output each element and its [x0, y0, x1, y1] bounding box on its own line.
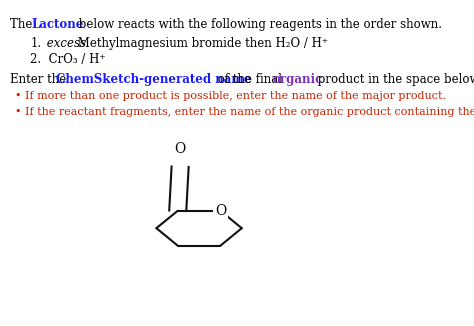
Text: • If more than one product is possible, enter the name of the major product.: • If more than one product is possible, …	[15, 91, 446, 101]
Text: ChemSketch-generated name: ChemSketch-generated name	[56, 73, 252, 86]
Text: The: The	[10, 18, 36, 31]
Text: Lactone: Lactone	[31, 18, 83, 31]
Text: below reacts with the following reagents in the order shown.: below reacts with the following reagents…	[75, 18, 442, 31]
Text: 2.  CrO₃ / H⁺: 2. CrO₃ / H⁺	[30, 53, 106, 66]
Text: Methylmagnesium bromide then H₂O / H⁺: Methylmagnesium bromide then H₂O / H⁺	[74, 37, 328, 50]
Text: product in the space below.: product in the space below.	[314, 73, 474, 86]
Text: • If the reactant fragments, enter the name of the organic product containing th: • If the reactant fragments, enter the n…	[15, 107, 474, 117]
Text: organic: organic	[273, 73, 323, 86]
Text: excess: excess	[43, 37, 86, 50]
Text: of the final: of the final	[214, 73, 286, 86]
Text: O: O	[174, 142, 186, 156]
Text: Enter the: Enter the	[10, 73, 71, 86]
Text: O: O	[215, 204, 226, 218]
Text: 1.: 1.	[30, 37, 41, 50]
